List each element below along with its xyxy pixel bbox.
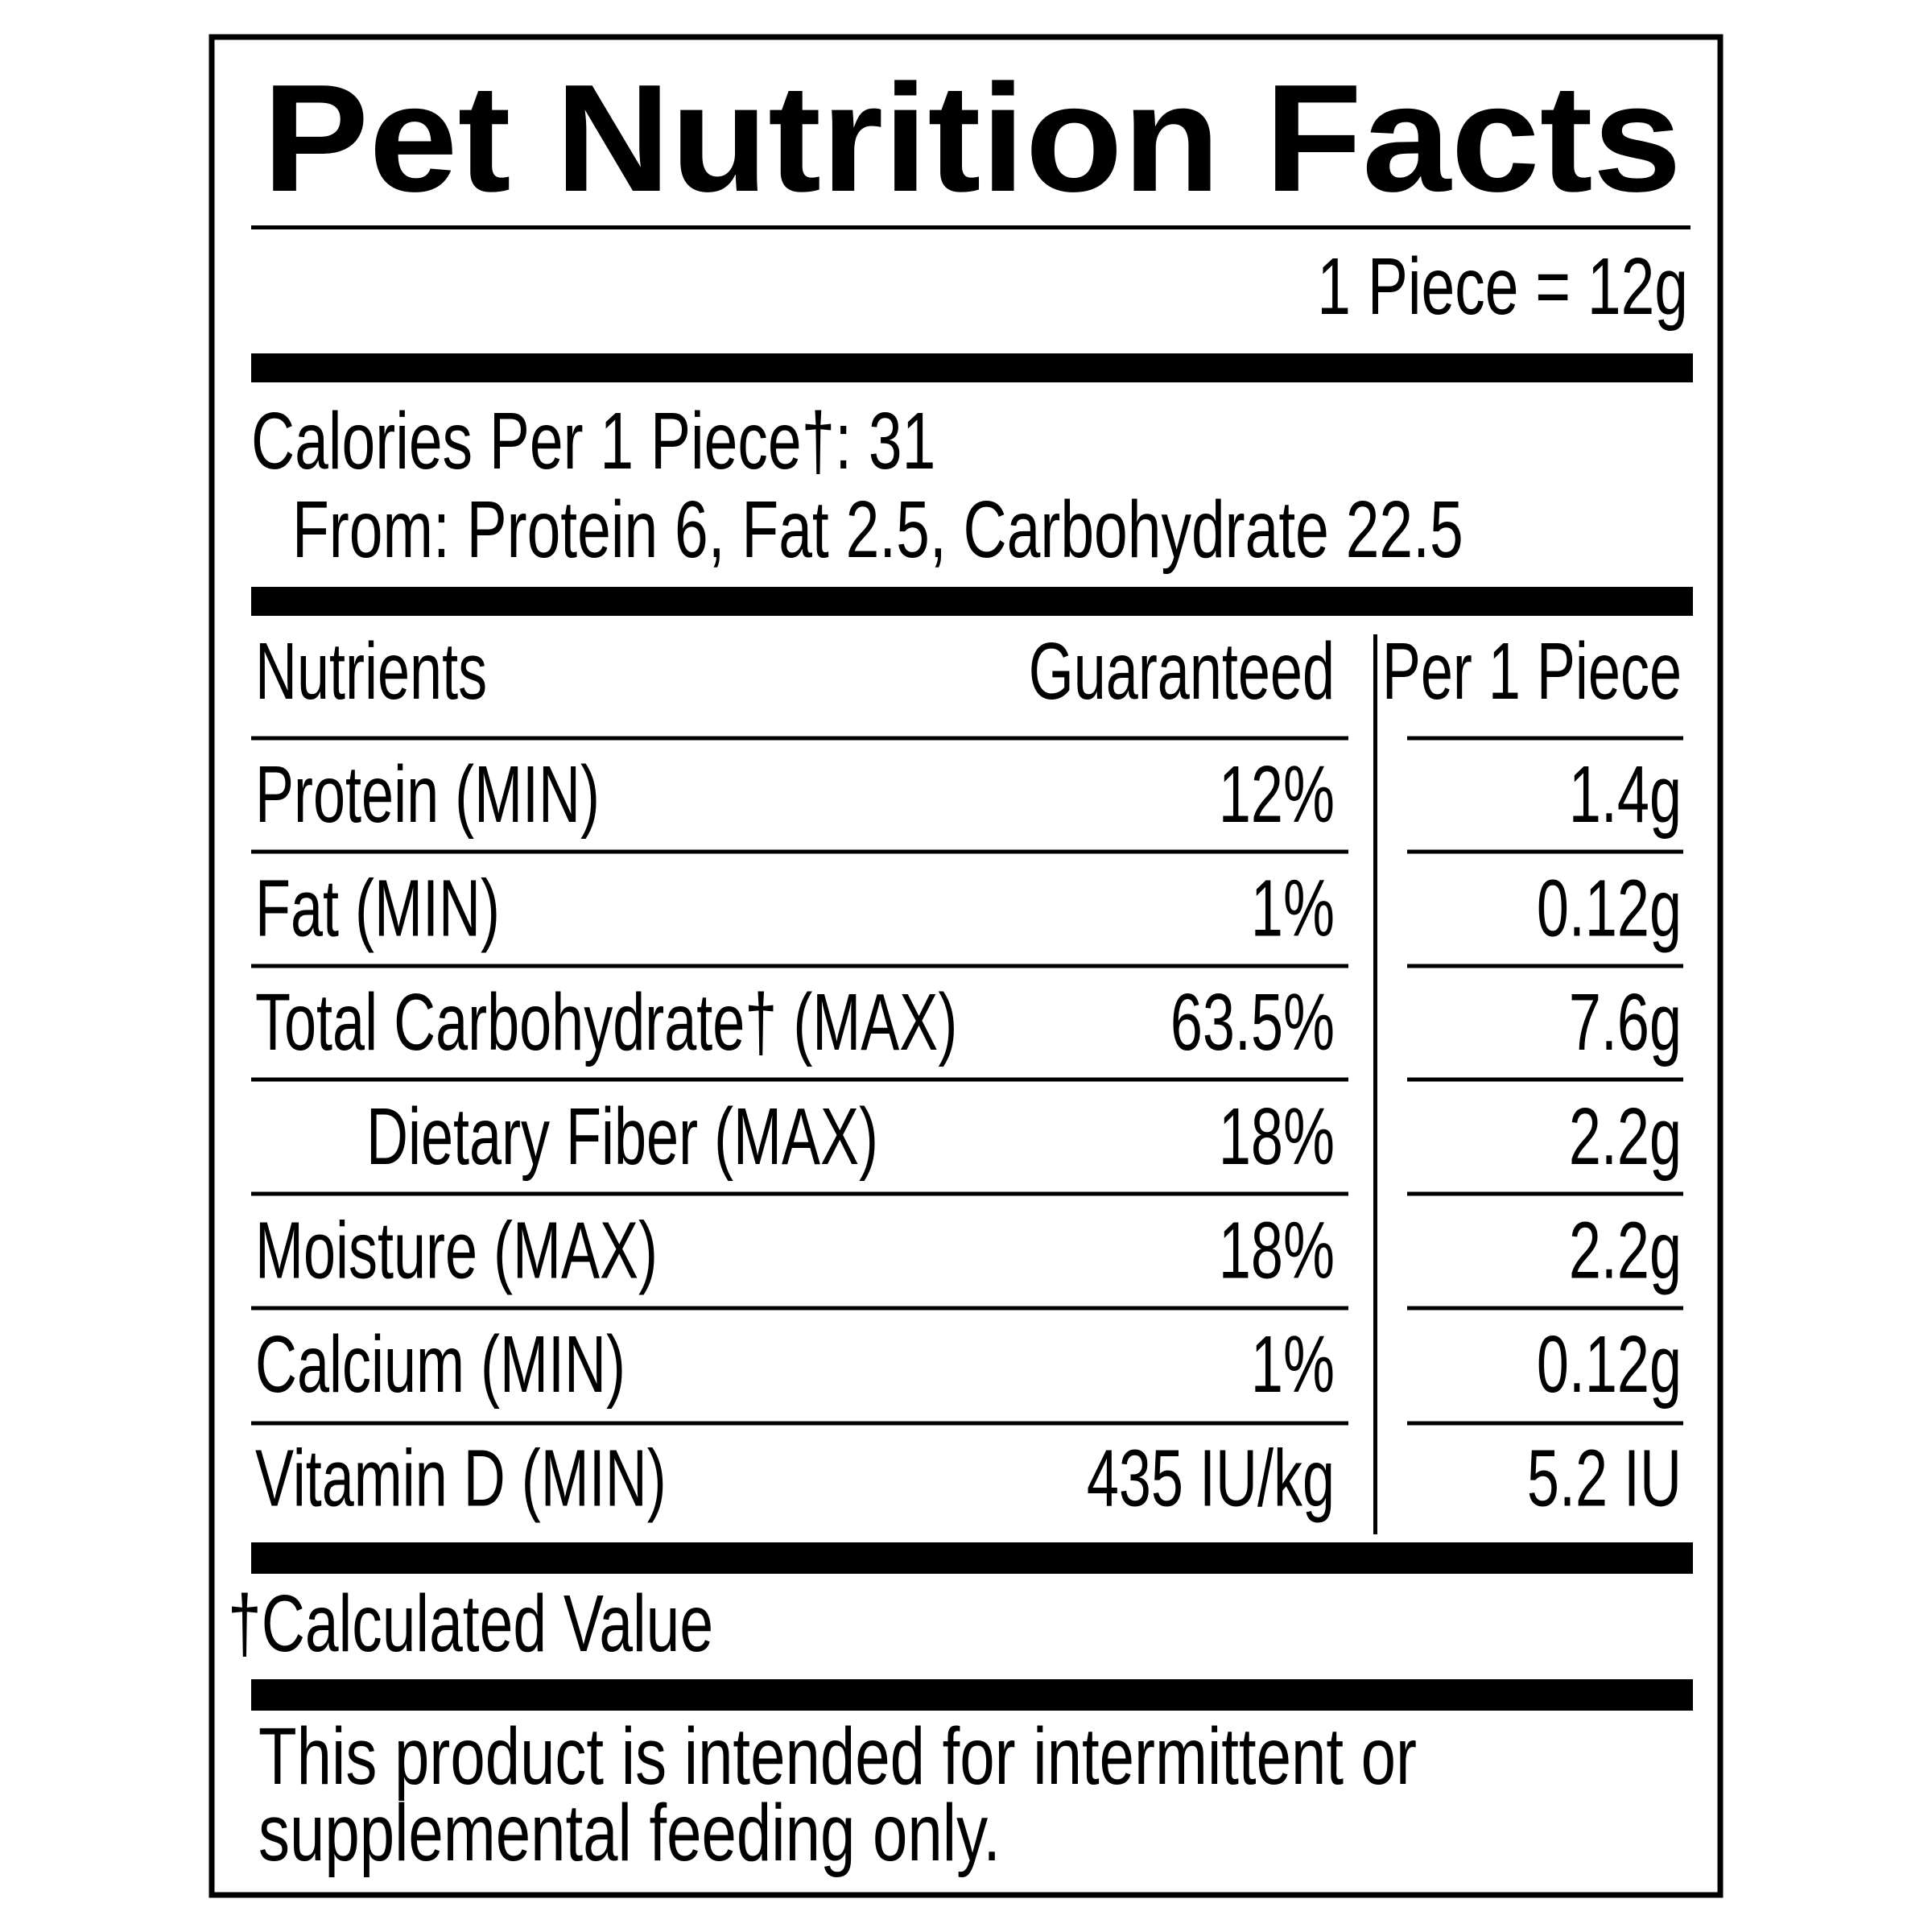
row-rule (251, 1191, 1348, 1196)
per-piece-value: 0.12g (1537, 864, 1682, 953)
nutrient-name: Vitamin D (MIN) (255, 1434, 667, 1523)
row-rule (1407, 1077, 1683, 1082)
per-piece-value: 2.2g (1569, 1092, 1682, 1181)
per-piece-value: 1.4g (1569, 749, 1682, 839)
row-rule (1407, 849, 1683, 854)
calories-from: From: Protein 6, Fat 2.5, Carbohydrate 2… (292, 484, 1463, 574)
row-rule (1407, 736, 1683, 741)
row-rule (1407, 1191, 1683, 1196)
column-divider (1373, 634, 1377, 1534)
per-piece-value: 7.6g (1569, 978, 1682, 1067)
serving-size: 1 Piece = 12g (1317, 241, 1688, 331)
per-piece-value: 2.2g (1569, 1206, 1682, 1295)
nutrient-name: Fat (MIN) (255, 864, 500, 953)
guaranteed-value: 18% (1219, 1206, 1335, 1295)
guaranteed-value: 1% (1251, 1319, 1335, 1409)
guaranteed-value: 1% (1251, 864, 1335, 953)
thick-rule (251, 1679, 1693, 1711)
row-rule (251, 1421, 1348, 1426)
title: Pet Nutrition Facts (262, 53, 1682, 224)
nutrient-name: Total Carbohydrate† (MAX) (255, 978, 957, 1067)
header-nutrients: Nutrients (255, 626, 487, 716)
row-rule (251, 964, 1348, 968)
disclaimer-line: This product is intended for intermitten… (258, 1712, 1417, 1802)
rule (251, 225, 1690, 229)
nutrient-name: Calcium (MIN) (255, 1319, 625, 1409)
guaranteed-value: 18% (1219, 1092, 1335, 1181)
nutrient-name: Protein (MIN) (255, 749, 600, 839)
row-rule (251, 736, 1348, 741)
row-rule (251, 1077, 1348, 1082)
guaranteed-value: 63.5% (1170, 978, 1335, 1067)
thick-rule (251, 1542, 1693, 1574)
thick-rule (251, 353, 1693, 382)
table-rows: Protein (MIN) 12% 1.4g Fat (MIN) 1% 0.12g Tota… (251, 736, 1683, 1523)
row-rule (1407, 1306, 1683, 1311)
disclaimer-line: supplemental feeding only. (258, 1789, 1001, 1879)
footnote: †Calculated Value (228, 1578, 713, 1668)
row-rule (1407, 964, 1683, 968)
per-piece-value: 5.2 IU (1527, 1434, 1682, 1523)
calories: Calories Per 1 Piece†: 31 (251, 395, 935, 485)
guaranteed-value: 435 IU/kg (1087, 1434, 1335, 1523)
nutrient-name: Moisture (MAX) (255, 1206, 658, 1295)
header-per-piece: Per 1 Piece (1382, 626, 1682, 716)
guaranteed-value: 12% (1219, 749, 1335, 839)
nutrient-name: Dietary Fiber (MAX) (366, 1092, 878, 1181)
row-rule (251, 1306, 1348, 1311)
thick-rule (251, 587, 1693, 616)
row-rule (251, 849, 1348, 854)
row-rule (1407, 1421, 1683, 1426)
outer-border (208, 34, 1724, 1898)
per-piece-value: 0.12g (1537, 1319, 1682, 1409)
header-guaranteed: Guaranteed (1029, 626, 1335, 716)
